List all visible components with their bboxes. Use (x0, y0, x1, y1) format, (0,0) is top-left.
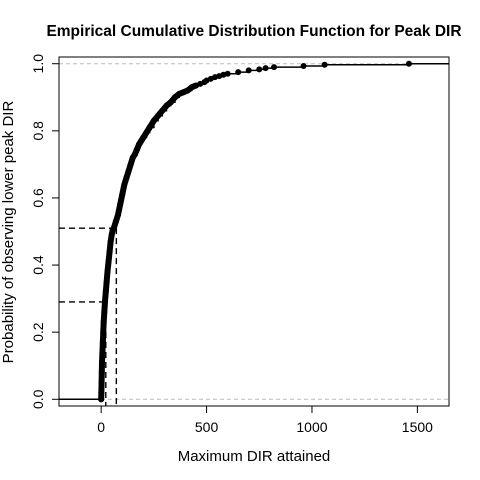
ecdf-point (105, 258, 112, 265)
ecdf-point (125, 168, 132, 175)
ecdf-point (104, 268, 111, 275)
ecdf-point (108, 231, 115, 238)
x-axis-label: Maximum DIR attained (178, 448, 331, 465)
ecdf-point (99, 349, 106, 356)
ecdf-point (159, 107, 166, 114)
ecdf-point (134, 146, 140, 153)
ecdf-point (112, 218, 119, 225)
ecdf-point (98, 379, 105, 386)
ecdf-point (150, 117, 157, 124)
ecdf-point (99, 339, 106, 346)
ecdf-point (98, 389, 105, 396)
y-axis: 0.0 0.2 0.4 0.6 0.8 1.0 (30, 54, 59, 409)
ecdf-point (256, 66, 263, 73)
ecdf-point (117, 201, 124, 208)
ecdf-point (103, 278, 110, 285)
y-tick-label: 0.2 (30, 322, 46, 342)
ecdf-point (143, 129, 150, 136)
ecdf-point (123, 174, 130, 181)
ecdf-point (100, 319, 107, 326)
ecdf-point (171, 94, 178, 101)
x-tick-label: 500 (195, 419, 219, 435)
plot-area (58, 56, 450, 407)
chart-title: Empirical Cumulative Distribution Functi… (46, 23, 461, 40)
ecdf-point (184, 87, 191, 94)
ecdf-point (321, 61, 328, 68)
ecdf-point (98, 369, 105, 376)
ecdf-point (101, 298, 108, 305)
ecdf-point (224, 70, 231, 77)
ecdf-point (115, 211, 122, 218)
ecdf-point (107, 238, 114, 245)
y-tick-label: 0.8 (30, 121, 46, 141)
ecdf-point (167, 99, 174, 106)
ecdf-point (106, 248, 113, 255)
y-tick-label: 0.6 (30, 188, 46, 208)
ecdf-point (99, 359, 106, 366)
plot-frame (58, 56, 450, 407)
ecdf-point (119, 191, 126, 198)
ecdf-point (146, 124, 153, 131)
y-tick-label: 0.4 (30, 255, 46, 275)
ecdf-point (121, 181, 128, 188)
ecdf-point (235, 69, 242, 76)
ecdf-step-line (59, 62, 449, 401)
ecdf-point (405, 60, 412, 67)
y-tick-label: 0.0 (30, 389, 46, 409)
ecdf-point (131, 151, 138, 158)
x-axis: 0 500 1000 1500 (97, 405, 433, 435)
ecdf-point (98, 396, 105, 403)
y-axis-label: Probability of observing lower peak DIR (0, 101, 17, 364)
y-tick-label: 1.0 (30, 54, 46, 74)
ecdf-point (102, 288, 109, 295)
x-tick-label: 0 (97, 419, 105, 435)
ecdf-point (155, 112, 162, 119)
ecdf-point (262, 65, 269, 72)
ecdf-point (163, 102, 170, 109)
x-tick-label: 1000 (296, 419, 327, 435)
ecdf-point (300, 63, 307, 70)
ecdf-point (140, 134, 147, 141)
ecdf-point (101, 309, 108, 316)
ecdf-point (110, 225, 117, 232)
x-tick-label: 1500 (402, 419, 433, 435)
ecdf-point (100, 329, 107, 336)
ecdf-point (127, 161, 134, 168)
ecdf-point (271, 64, 278, 71)
ecdf-point (245, 67, 252, 74)
